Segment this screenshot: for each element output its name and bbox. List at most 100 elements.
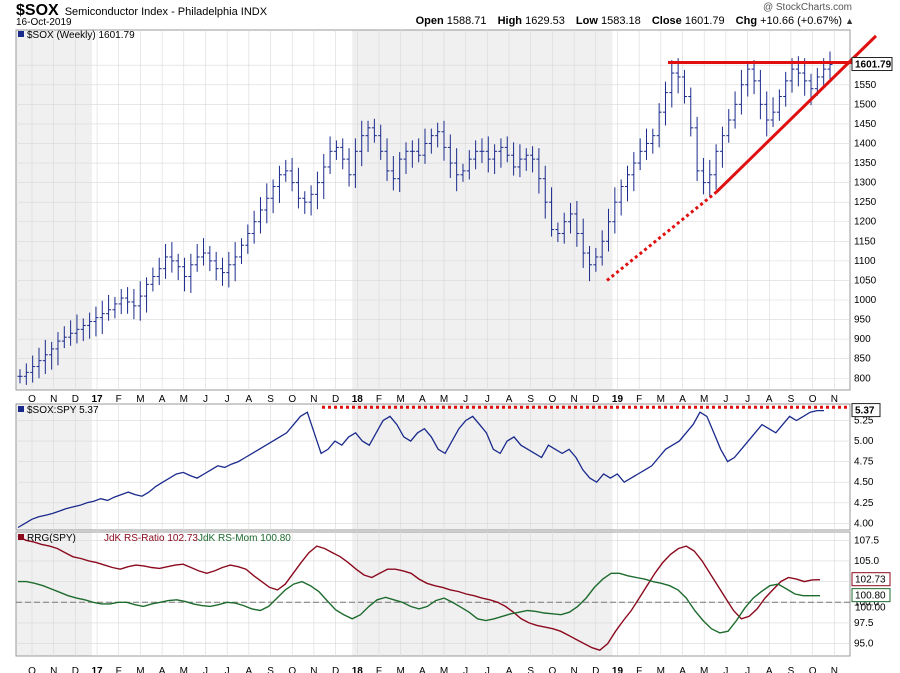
price-bar	[574, 201, 580, 247]
x-tick-label: A	[766, 666, 773, 673]
ratio-line	[17, 409, 824, 529]
price-legend-swatch	[18, 31, 24, 37]
x-tick-label: N	[570, 394, 577, 405]
price-bar	[182, 257, 188, 292]
x-tick-label: 17	[91, 394, 103, 405]
price-bar	[93, 306, 99, 337]
x-tick-label: D	[72, 666, 79, 673]
price-legend-label: $SOX (Weekly) 1601.79	[27, 30, 135, 41]
price-bar	[245, 224, 251, 254]
year-shade	[16, 30, 93, 390]
x-tick-label: A	[506, 666, 513, 673]
y-tick-label: 850	[854, 354, 871, 365]
price-bar	[213, 251, 219, 281]
x-tick-label: J	[745, 666, 750, 673]
x-tick-label: 19	[612, 666, 624, 673]
price-bar	[194, 244, 200, 272]
price-bar	[814, 67, 820, 96]
x-tick-label: N	[831, 394, 838, 405]
x-tick-label: D	[332, 394, 339, 405]
price-bar	[536, 148, 542, 194]
x-tick-label: A	[246, 666, 253, 673]
price-bar	[454, 148, 460, 192]
rs-ratio-legend-label: JdK RS-Ratio 102.73	[104, 533, 198, 544]
price-bar	[112, 296, 118, 319]
price-bar	[555, 222, 561, 243]
x-tick-label: M	[136, 394, 144, 405]
price-bar	[327, 136, 333, 174]
x-tick-label: J	[203, 394, 208, 405]
x-tick-label: D	[72, 394, 79, 405]
y-tick-label: 900	[854, 334, 871, 345]
rs-ratio-value-box	[851, 572, 891, 587]
x-tick-label: A	[766, 394, 773, 405]
year-shade	[16, 404, 93, 530]
x-tick-label: M	[700, 394, 708, 405]
y-tick-label: 1050	[854, 275, 877, 286]
x-tick-label: M	[440, 666, 448, 673]
price-bar	[207, 246, 213, 272]
rrg-legend: RRG(SPY) JdK RS-Ratio 102.73 JdK RS-Mom 10…	[18, 533, 291, 544]
x-tick-label: A	[679, 666, 686, 673]
x-tick-label: M	[700, 666, 708, 673]
price-bar	[656, 103, 662, 148]
price-bar	[150, 267, 156, 292]
y-tick-label: 1100	[854, 256, 876, 267]
price-bar	[751, 60, 757, 95]
price-bar	[460, 163, 466, 182]
x-tick-label: N	[50, 394, 57, 405]
last-ratio-box	[851, 403, 881, 418]
price-bar	[473, 140, 479, 170]
x-tick-label: J	[463, 666, 468, 673]
y-tick-label: 950	[854, 315, 871, 326]
price-bar	[435, 122, 441, 148]
x-tick-label: O	[28, 394, 36, 405]
x-tick-label: A	[679, 394, 686, 405]
price-bar	[188, 253, 194, 293]
x-tick-label: O	[549, 394, 557, 405]
price-bar	[371, 118, 377, 143]
price-bar	[314, 171, 320, 210]
price-bar	[757, 69, 763, 120]
y-tick-label: 1350	[854, 158, 877, 169]
price-bar	[542, 165, 548, 219]
price-bar	[270, 179, 276, 214]
x-tick-label: A	[159, 666, 166, 673]
y-tick-label: 1000	[854, 295, 877, 306]
price-bar	[106, 294, 112, 321]
x-tick-label: S	[527, 394, 534, 405]
y-tick-label: 1400	[854, 138, 877, 149]
price-bar	[530, 146, 536, 173]
price-bar	[346, 148, 352, 187]
price-bar	[365, 120, 371, 153]
price-bar	[719, 126, 725, 168]
y-tick-label: 97.5	[854, 618, 874, 629]
price-bar	[144, 277, 150, 313]
price-bar	[802, 58, 808, 96]
x-tick-label: J	[203, 666, 208, 673]
price-bar	[42, 339, 48, 374]
rs-mom-value-label: 100.80	[855, 591, 886, 602]
price-bar	[340, 138, 346, 170]
chart-header: $SOX Semiconductor Index - Philadelphia I…	[0, 0, 900, 30]
price-bar	[612, 187, 618, 234]
rrg-legend-label: RRG(SPY)	[27, 533, 76, 544]
x-tick-label: M	[657, 666, 665, 673]
price-bar	[441, 120, 447, 161]
x-tick-label: 17	[91, 666, 103, 673]
y-tick-label: 1300	[854, 178, 877, 189]
price-bar	[428, 128, 434, 154]
price-bar	[384, 138, 390, 182]
price-bar	[726, 109, 732, 143]
price-bar	[49, 341, 55, 370]
price-bar	[359, 120, 365, 167]
price-bar	[492, 144, 498, 174]
price-bar	[36, 347, 42, 379]
x-tick-label: N	[310, 394, 317, 405]
x-tick-label: S	[267, 394, 274, 405]
y-tick-label: 1500	[854, 99, 877, 110]
price-bar	[276, 165, 282, 203]
x-tick-label: M	[396, 666, 404, 673]
price-bar	[289, 157, 295, 192]
